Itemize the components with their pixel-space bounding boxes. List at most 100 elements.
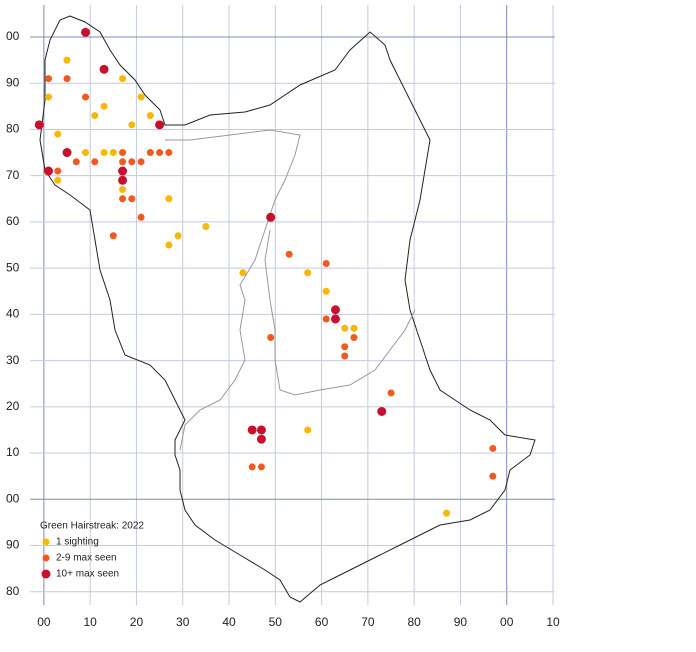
record-dot [322,315,330,323]
record-dot [322,260,330,268]
record-dot [322,287,330,295]
record-dot [81,27,91,37]
record-dot [137,93,145,101]
record-dot [119,158,127,166]
x-tick-label: 60 [315,615,329,629]
record-dot [350,324,358,332]
legend-label: 1 sighting [56,537,99,548]
y-tick-label: 30 [6,353,20,367]
record-dot [489,472,497,480]
record-dot [489,444,497,452]
district-boundary [264,229,416,396]
record-dot [387,389,395,397]
record-dot [155,120,165,130]
record-dot [146,149,154,157]
record-dot [119,75,127,83]
record-dot [118,166,128,176]
legend: 1 sighting 2-9 max seen 10+ max seen [41,537,119,580]
y-tick-label: 40 [6,307,20,321]
record-dot [137,213,145,221]
record-dot [341,324,349,332]
grid [30,5,555,605]
record-dot [285,250,293,258]
record-dot [91,112,99,120]
record-dot [341,343,349,351]
record-dot [128,195,136,203]
legend-label: 2-9 max seen [56,553,117,564]
record-dot [63,56,71,64]
legend-title: Green Hairstreak: 2022 [40,521,144,532]
record-dot [304,426,312,434]
record-dot [82,149,90,157]
record-dot [100,149,108,157]
record-dot [72,158,80,166]
record-dot [266,212,276,222]
y-tick-label: 10 [6,445,20,459]
legend-marker [42,538,50,546]
legend-label: 10+ max seen [56,569,119,580]
record-dot [304,269,312,277]
record-dot [119,186,127,194]
record-dot [54,130,62,138]
record-dot [54,176,62,184]
record-dot [443,509,451,517]
y-tick-label: 70 [6,168,20,182]
record-dot [202,223,210,231]
record-dot [44,166,54,176]
record-dot [156,149,164,157]
record-dot [350,333,358,341]
x-tick-label: 40 [222,615,236,629]
record-dot [91,158,99,166]
y-tick-label: 80 [6,584,20,598]
record-dot [256,425,266,435]
record-dot [341,352,349,360]
record-dot [377,406,387,416]
x-tick-label: 70 [361,615,375,629]
record-dot [165,241,173,249]
record-dot [330,314,340,324]
record-dot [118,175,128,185]
record-dot [256,434,266,444]
record-dot [165,149,173,157]
record-dot [330,305,340,315]
record-dot [239,269,247,277]
record-dot [109,232,117,240]
y-tick-label: 60 [6,214,20,228]
record-dot [119,149,127,157]
y-tick-label: 20 [6,399,20,413]
legend-marker [41,569,51,579]
y-tick-label: 90 [6,538,20,552]
record-dot [165,195,173,203]
record-dot [63,75,71,83]
y-tick-label: 90 [6,75,20,89]
record-dot [247,425,257,435]
y-tick-label: 00 [6,29,20,43]
legend-marker [42,554,50,562]
x-tick-label: 80 [407,615,421,629]
y-tick-label: 00 [6,491,20,505]
record-dot [82,93,90,101]
record-dot [257,463,265,471]
dots [34,27,497,517]
record-dot [119,195,127,203]
record-dot [174,232,182,240]
record-dot [137,158,145,166]
record-dot [54,167,62,175]
record-dot [128,158,136,166]
record-dot [45,93,53,101]
record-dot [99,64,109,74]
x-tick-label: 20 [130,615,144,629]
county-boundary [39,15,536,603]
record-dot [109,149,117,157]
x-tick-label: 00 [37,615,51,629]
y-tick-label: 80 [6,122,20,136]
record-dot [45,75,53,83]
x-tick-label: 30 [176,615,190,629]
record-dot [267,333,275,341]
record-dot [62,148,72,158]
district-boundary [165,129,301,451]
x-tick-label: 90 [454,615,468,629]
x-tick-label: 10 [83,615,97,629]
record-dot [146,112,154,120]
